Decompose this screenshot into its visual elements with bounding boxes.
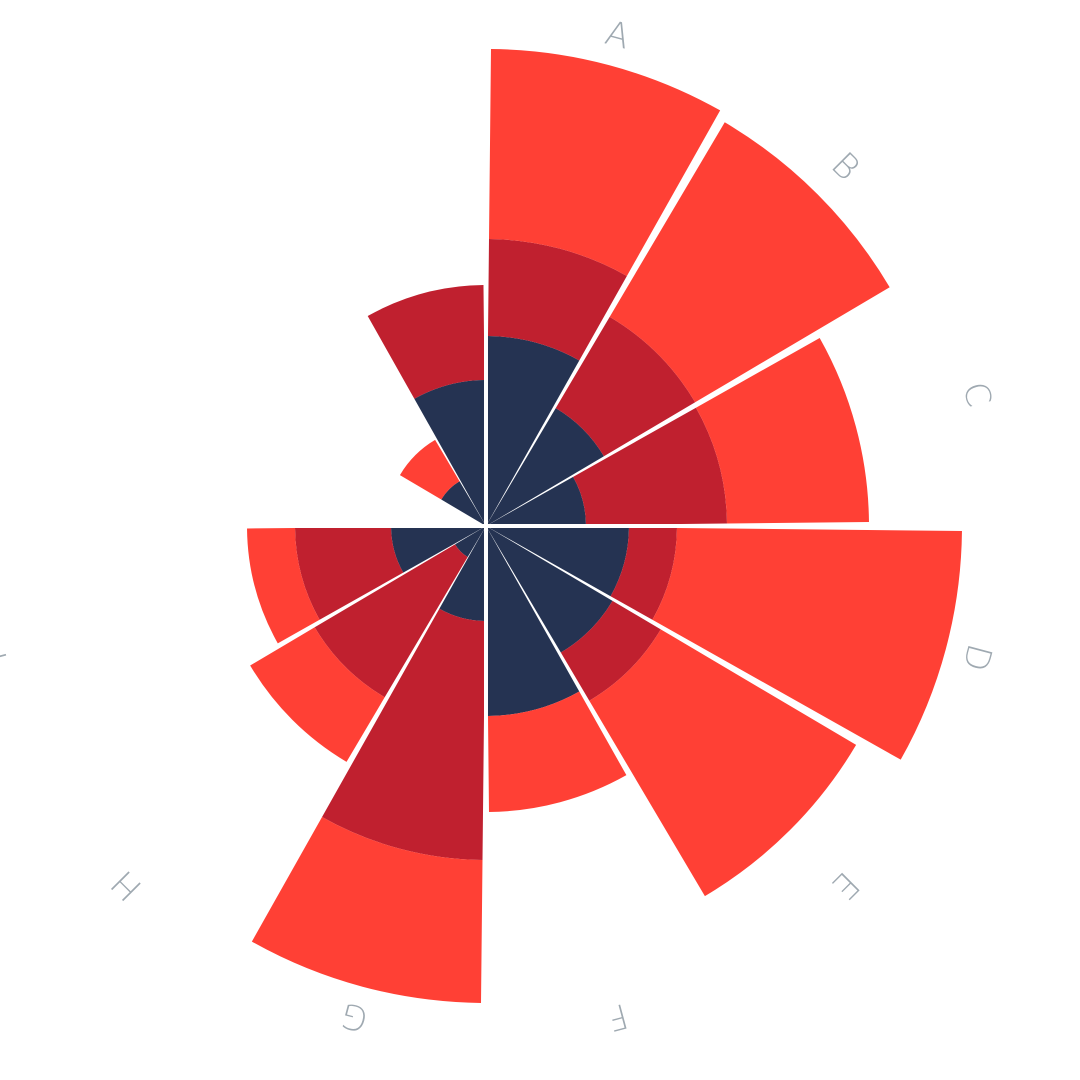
- category-label-d: D: [954, 640, 999, 676]
- category-label-b: B: [823, 145, 867, 189]
- wedge-f-inner: [486, 526, 580, 716]
- wedge-h-middle: [314, 544, 468, 698]
- wedge-h-outer: [250, 627, 385, 762]
- wedge-b-middle: [555, 316, 696, 457]
- wedge-e-inner: [486, 526, 613, 653]
- category-label-a: A: [601, 13, 634, 58]
- wedge-d-middle: [610, 527, 677, 620]
- wedge-b-outer: [609, 122, 890, 403]
- wedge-a-inner: [486, 336, 580, 526]
- wedge-g-inner: [439, 526, 486, 621]
- category-label-i: I: [0, 647, 16, 667]
- wedge-c-middle: [573, 407, 727, 525]
- wedge-e-outer: [589, 629, 857, 897]
- wedge-e-middle: [560, 600, 661, 701]
- category-label-h: H: [104, 862, 150, 908]
- wedge-k-outer: [399, 439, 460, 500]
- wedge-f-outer: [487, 691, 627, 812]
- wedge-g-outer: [251, 816, 483, 1003]
- category-label-c: C: [954, 378, 999, 411]
- wedge-h-inner: [455, 526, 486, 557]
- wedge-i-outer: [247, 528, 320, 644]
- wedge-l-middle: [367, 285, 485, 399]
- category-label-g: G: [337, 994, 373, 1039]
- wedge-c-inner: [486, 476, 586, 526]
- wedge-d-outer: [652, 528, 962, 760]
- wedge-d-inner: [486, 526, 629, 597]
- wedge-g-middle: [322, 608, 486, 860]
- wedge-a-middle: [487, 239, 627, 361]
- category-label-f: F: [603, 995, 632, 1039]
- wedge-l-inner: [414, 380, 486, 526]
- category-label-e: E: [823, 863, 866, 906]
- wedge-layer: [6, 46, 966, 1006]
- wedge-b-inner: [486, 408, 604, 526]
- wedge-a-outer: [489, 49, 721, 276]
- wedge-c-outer: [695, 337, 869, 524]
- wedge-i-inner: [391, 526, 486, 573]
- wedge-k-inner: [441, 481, 486, 526]
- wedge-i-middle: [295, 526, 404, 620]
